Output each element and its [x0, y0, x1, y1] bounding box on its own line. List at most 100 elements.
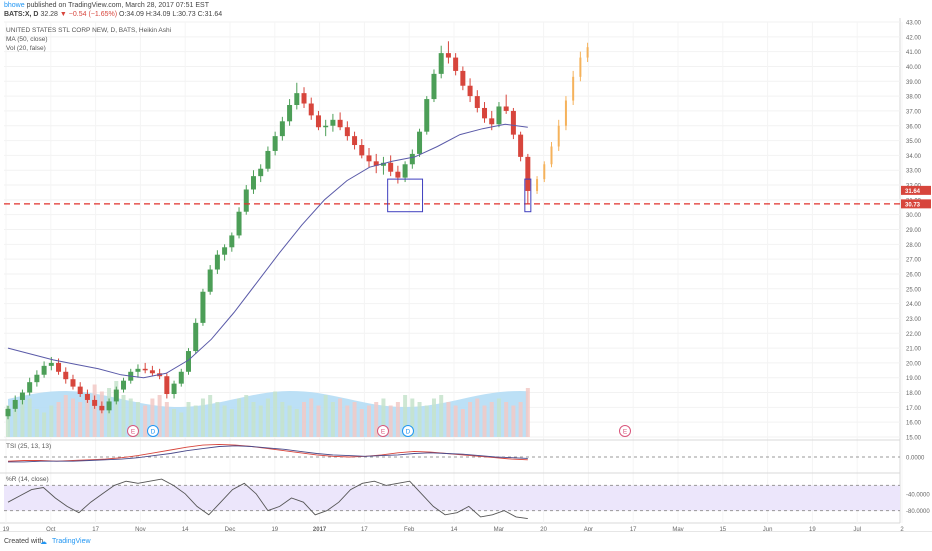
volume-bar [374, 402, 379, 437]
y-tick-label: 16.00 [906, 421, 922, 427]
y-tick-label: 22.00 [906, 332, 922, 338]
y-tick-label: 26.00 [906, 272, 922, 278]
candle-body [77, 386, 83, 395]
candle-body [330, 119, 336, 126]
created-with-text: Created with [4, 538, 44, 545]
x-tick-label: 20 [540, 527, 547, 533]
y-tick-label: 24.00 [906, 302, 922, 308]
projection-body [572, 76, 575, 101]
candle-body [214, 254, 220, 270]
x-tick-label: May [672, 527, 683, 533]
volume-bar [63, 395, 68, 437]
candle-body [265, 150, 271, 169]
volume-bar [143, 405, 148, 437]
y-tick-label: 29.00 [906, 228, 922, 234]
volume-bar [200, 398, 205, 437]
volume-bar [121, 395, 126, 437]
y-tick-label: 21.00 [906, 347, 922, 353]
volume-bar [99, 391, 104, 437]
candle-body [92, 399, 98, 406]
volume-bar [229, 409, 234, 437]
candle-body [388, 162, 394, 172]
candle-body [186, 351, 191, 372]
x-tick-label: 14 [451, 527, 458, 533]
candle-body [48, 362, 54, 366]
event-marker-label: D [406, 429, 411, 436]
candle-body [27, 382, 33, 393]
x-tick-label: Mar [494, 527, 504, 533]
candle-body [250, 176, 256, 190]
y-tick-label: 39.00 [906, 80, 922, 86]
volume-bar [287, 405, 292, 437]
x-tick-label: Apr [584, 527, 593, 533]
last-price: 32.28 [40, 11, 58, 18]
volume-bar [70, 398, 75, 437]
candle-body [279, 121, 285, 137]
x-tick-label: 14 [182, 527, 189, 533]
volume-bar [186, 402, 191, 437]
y-tick-label: 28.00 [906, 243, 922, 249]
volume-bar [338, 398, 343, 437]
volume-bar [468, 402, 473, 437]
candle-body [525, 156, 531, 191]
y-tick-label: 27.00 [906, 258, 922, 264]
dividend-marker [147, 425, 159, 437]
tradingview-link[interactable]: TradingView [52, 538, 91, 545]
volume-bar [453, 405, 458, 437]
volume-bar [135, 402, 140, 437]
x-tick-label: Nov [135, 527, 146, 533]
volume-bar [388, 405, 393, 437]
volume-bar [395, 402, 400, 437]
volume-bar [179, 412, 184, 437]
x-tick-label: Jul [853, 527, 861, 533]
volume-bar [403, 395, 408, 437]
candle-body [402, 164, 408, 178]
projection-body [579, 57, 582, 77]
volume-bar [475, 398, 480, 437]
y-tick-label: 18.00 [906, 391, 922, 397]
y-tick-label: 23.00 [906, 317, 922, 323]
support-price-label: 30.73 [905, 202, 921, 208]
x-tick-label: 17 [630, 527, 637, 533]
publish-text: published on TradingView.com, March 28, … [26, 2, 209, 9]
volume-bars [6, 381, 530, 437]
volume-bar [265, 398, 270, 437]
candle-body [12, 399, 18, 409]
candle-body [121, 380, 127, 390]
candle-body [424, 99, 430, 132]
stoch-band [4, 485, 900, 511]
x-tick-label: 19 [3, 527, 10, 533]
volume-bar [6, 405, 10, 437]
y-tick-label: 42.00 [906, 35, 922, 41]
event-marker-label: E [131, 429, 136, 436]
volume-bar [345, 405, 350, 437]
volume-bar [92, 384, 97, 437]
candle-body [518, 134, 524, 157]
symbol-label: BATS:X, D [4, 11, 39, 18]
volume-bar [518, 402, 523, 437]
x-tick-label: 2017 [313, 527, 327, 533]
ma-legend: MA (50, close) [6, 36, 48, 43]
ma-line [7, 123, 528, 379]
candle-body [56, 362, 62, 372]
y-tick-label: 20.00 [906, 361, 922, 367]
volume-bar [496, 398, 501, 437]
author-link[interactable]: bhowe [4, 2, 25, 9]
stoch-panel: -40.0000 -80.0000 [0, 472, 930, 520]
support-highlight-box [524, 178, 532, 213]
tsi-legend: TSI (25, 13, 13) [6, 443, 52, 450]
axis-ticks: 15.00 16.00 17.00 18.00 19.00 20.00 21.00 22.00… [3, 21, 931, 533]
candle-body [5, 408, 11, 417]
y-tick-label: 25.00 [906, 287, 922, 293]
volume-bar [511, 405, 516, 437]
volume-bar [172, 409, 177, 437]
candle-body [467, 85, 473, 97]
y-tick-label: 41.00 [906, 50, 922, 56]
x-tick-label: 17 [361, 527, 368, 533]
x-tick-label: 19 [809, 527, 816, 533]
volume-bar [439, 395, 444, 437]
candle-body [460, 70, 466, 86]
candle-body [84, 394, 90, 400]
y-tick-label: 19.00 [906, 376, 922, 382]
